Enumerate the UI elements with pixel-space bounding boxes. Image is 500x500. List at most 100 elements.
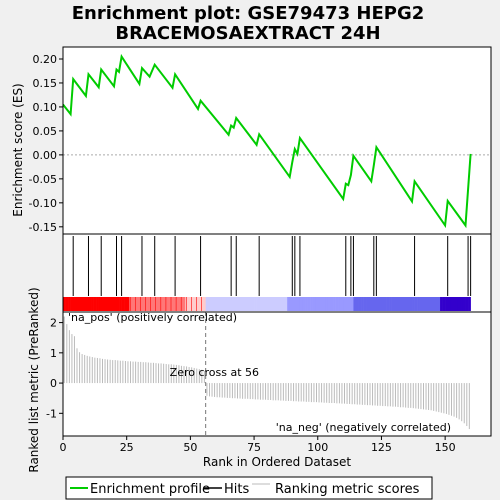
ranking-bar-segment [180,297,184,311]
ranking-bar-segment [101,297,105,311]
ranking-bar-segment [231,297,234,311]
es-y-tick-label: 0.00 [33,149,58,162]
ranking-bar-segment [325,297,329,311]
ranking-bar-segment [327,297,331,311]
ranking-bar-segment [167,297,171,311]
ranking-bar-segment [162,297,166,311]
ranking-bar-segment [317,297,321,311]
es-profile-line [62,53,472,229]
ranking-bar-segment [129,297,133,311]
ranking-bar-segment [75,297,79,311]
ranking-bar-segment [215,297,219,311]
ranking-bar-segment [139,297,143,311]
ranking-bar-segment [205,297,209,311]
ranking-bar-segment [468,297,471,311]
ranking-bar-segment [345,297,349,311]
ranking-bar-segment [164,297,168,311]
metric-panel-frame [62,311,492,437]
ranking-bar-segment [366,297,370,311]
ranking-bar-segment [241,297,245,311]
ranking-bar-segment [432,297,436,311]
es-y-tick-label: 0.15 [33,77,58,90]
ranking-bar-segment [152,297,156,311]
ranking-bar-segment [203,297,206,311]
ranking-bar-segment [447,297,451,311]
ranking-bar-segment [68,297,71,311]
ranking-bar-segment [238,297,242,311]
ranking-bar-segment [429,297,433,311]
ranking-bar-segment [93,297,97,311]
ranking-bar-segment [119,297,122,311]
ranking-bar-segment [126,297,130,311]
ranking-bar-segment [121,297,125,311]
ranking-bar-segment [192,297,196,311]
ranking-bar-segment [210,297,214,311]
ranking-bar-segment [98,297,102,311]
ranking-bar-segment [279,297,283,311]
ranking-bar-segment [73,297,77,311]
metric-y-tick-label: -1 [46,407,57,420]
ranking-bar-segment [124,297,127,311]
ranking-bar-segment [333,297,336,311]
ranking-bar-segment [307,297,311,311]
ranking-bar-segment [340,297,344,311]
ranking-bar-segment [427,297,431,311]
ranking-bar-segment [182,297,186,311]
ranking-bar-segment [264,297,268,311]
ranking-bar-segment [419,297,423,311]
ranking-bar-segment [355,297,359,311]
ranking-bar-segment [170,297,173,311]
metric-y-tick-label: 1 [50,347,57,360]
ranking-bar-segment [299,297,303,311]
ranking-bar-segment [376,297,380,311]
metric-y-tick-label: 0 [50,377,57,390]
ranking-bar-segment [91,297,94,311]
ranking-bar-segment [310,297,313,311]
ranking-bar-segment [259,297,263,311]
ranking-bar-segment [368,297,372,311]
ranking-bar-segment [457,297,461,311]
ranking-bar-segment [103,297,107,311]
es-y-tick-label: 0.10 [33,101,58,114]
ranking-bar-segment [434,297,438,311]
ranking-bar-segment [226,297,229,311]
ranking-bar-segment [289,297,293,311]
x-tick-label: 50 [183,441,197,454]
legend-label-enrichment-profile: Enrichment profile [90,482,210,497]
ranking-bar-segment [399,297,403,311]
ranking-bar-segment [96,297,99,311]
ranking-bar-segment [85,297,89,311]
ranking-metric-bars [63,316,470,430]
x-tick-label: 125 [371,441,392,454]
x-tick-label: 100 [307,441,328,454]
ranking-bar-segment [243,297,247,311]
ranking-bar-segment [223,297,227,311]
ranking-bar-segment [422,297,426,311]
ranking-bar-segment [450,297,454,311]
hit-markers [72,236,472,296]
ranking-bar-segment [175,297,178,311]
ranking-bar-segment [302,297,306,311]
legend-box [65,476,433,500]
ranking-bar-segment [111,297,115,311]
ranking-bar-segment [452,297,456,311]
ranking-bar-segment [412,297,415,311]
ranking-bar-segment [218,297,222,311]
chart-title-line2: BRACEMOSAEXTRACT 24H [115,23,380,44]
ranking-bar-segment [389,297,392,311]
ranking-bar-segment [394,297,398,311]
es-y-tick-label: 0.05 [33,125,58,138]
es-y-axis-ticks: -0.15 -0.10 -0.05 0.00 0.05 0.10 0.15 0.20 [29,53,63,234]
ranking-bar-segment [297,297,301,311]
ranking-bar-segment [208,297,212,311]
es-y-tick-label: 0.20 [33,53,58,66]
metric-y-axis-ticks: -1 0 1 2 [46,317,63,420]
ranking-bar-segment [312,297,316,311]
ranking-bar-segment [220,297,224,311]
ranking-bar-segment [228,297,232,311]
ranking-bar-segment [363,297,367,311]
ranking-bar-segment [440,297,443,311]
x-tick-label: 75 [247,441,261,454]
x-axis-ticks: 0 25 50 75 100 125 150 [60,436,456,454]
ranking-bar-segment [386,297,390,311]
